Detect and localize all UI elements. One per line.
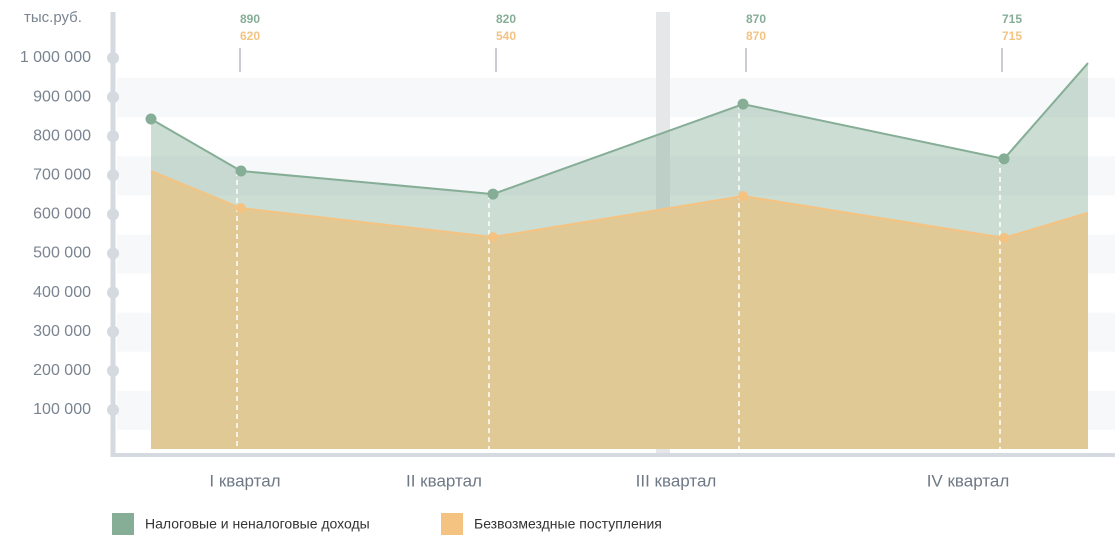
point: [738, 191, 748, 202]
point: [145, 113, 157, 125]
y-tick: [107, 286, 119, 299]
y-tick: [107, 403, 119, 416]
point: [236, 203, 246, 214]
line: [150, 62, 1089, 196]
y-unit-label: тыс.руб.: [24, 9, 82, 26]
annotation-top: 870: [746, 12, 766, 26]
y-tick: [107, 325, 119, 338]
y-tick-label: 200 000: [33, 362, 91, 379]
point: [487, 188, 499, 200]
point: [737, 98, 749, 110]
y-tick-label: 600 000: [33, 206, 91, 223]
y-tick-label: 100 000: [33, 401, 91, 418]
annotation-bottom: 620: [240, 29, 260, 43]
point: [998, 153, 1010, 165]
y-tick-label: 500 000: [33, 245, 91, 262]
y-tick: [107, 364, 119, 377]
legend-label: Безвозмездные поступления: [474, 516, 662, 532]
annotation-bottom: 715: [1002, 29, 1022, 43]
x-label: IV квартал: [927, 471, 1010, 490]
area: [151, 170, 1088, 449]
x-label: II квартал: [406, 471, 482, 490]
annotation-top: 820: [496, 12, 516, 26]
y-tick: [107, 169, 119, 182]
annotation-bottom: 540: [496, 29, 516, 43]
annotation-bottom: 870: [746, 29, 766, 43]
y-tick: [107, 52, 119, 64]
y-tick: [107, 91, 119, 104]
x-label: I квартал: [209, 471, 280, 490]
y-tick: [107, 130, 119, 143]
point: [999, 232, 1009, 243]
y-tick-label: 400 000: [33, 284, 91, 301]
legend-swatch: [441, 513, 463, 535]
y-tick: [107, 247, 119, 260]
y-tick-label: 300 000: [33, 323, 91, 340]
annotation-top: 715: [1002, 12, 1022, 26]
y-tick: [107, 208, 119, 221]
point: [235, 165, 247, 177]
y-tick-label: 900 000: [33, 88, 91, 105]
y-tick-label: 800 000: [33, 127, 91, 144]
legend-label: Налоговые и неналоговые доходы: [145, 516, 370, 532]
legend-swatch: [112, 513, 134, 535]
y-tick-label: 700 000: [33, 167, 91, 184]
grid-band: [117, 78, 1115, 118]
x-label: III квартал: [636, 471, 717, 490]
point: [488, 232, 498, 243]
y-tick-label: 1 000 000: [20, 49, 91, 66]
annotation-top: 890: [240, 12, 260, 26]
line: [150, 170, 1089, 239]
